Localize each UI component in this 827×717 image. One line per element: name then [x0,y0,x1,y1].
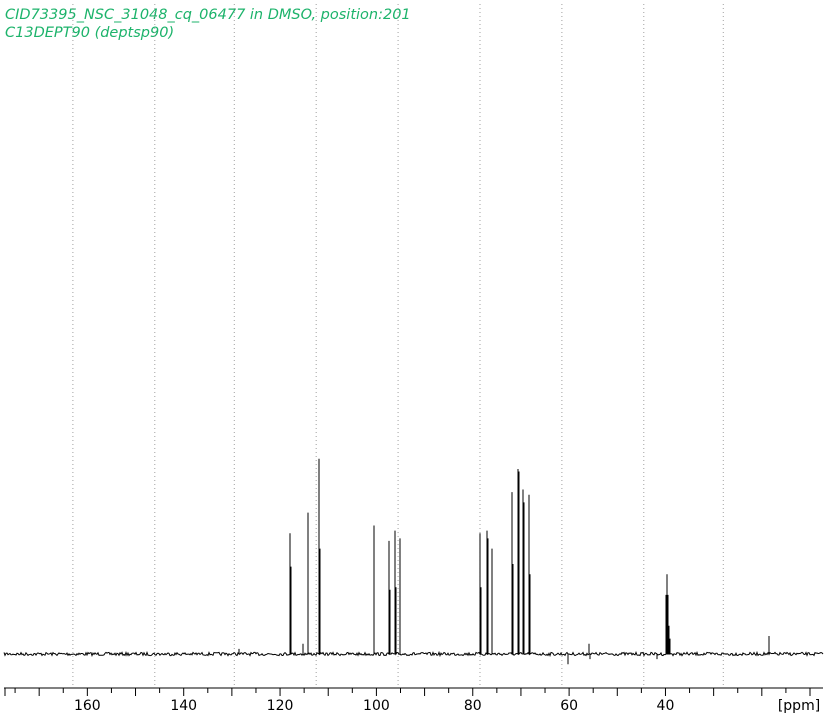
spectrum-trace [3,458,824,665]
x-tick-label: 100 [363,698,390,714]
x-tick-label: 160 [74,698,101,714]
x-tick-label: 60 [560,698,578,714]
x-tick-label: 80 [464,698,482,714]
x-axis-label: [ppm] [778,698,820,714]
spectrum-title: CID73395_NSC_31048_cq_06477 in DMSO, pos… [5,7,411,23]
x-tick-label: 140 [170,698,197,714]
x-tick-label: 40 [657,698,675,714]
x-axis: 160 140 120 100 80 60 40 [4,687,823,714]
grid-lines [72,4,724,688]
spectrum-subtitle: C13DEPT90 (deptsp90) [5,25,175,41]
x-tick-label: 120 [267,698,294,714]
